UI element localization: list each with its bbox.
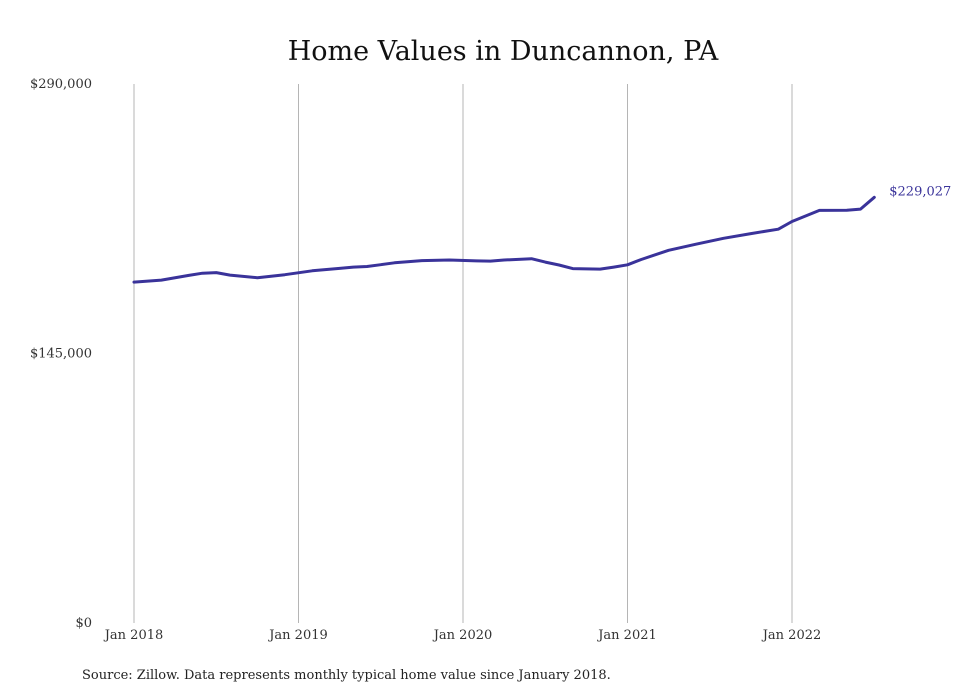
grid-lines xyxy=(133,84,793,623)
end-value-label: $229,027 xyxy=(889,184,951,199)
x-tick-label: Jan 2022 xyxy=(761,628,822,643)
y-tick-label: $290,000 xyxy=(30,77,92,92)
chart-title: Home Values in Duncannon, PA xyxy=(288,36,719,67)
y-tick-label: $0 xyxy=(75,616,92,631)
series-layer: $229,027 xyxy=(132,184,951,284)
x-tick-label: Jan 2020 xyxy=(432,628,493,643)
series-line xyxy=(132,195,876,284)
y-axis: $0 $145,000 $290,000 xyxy=(30,77,92,631)
x-tick-label: Jan 2018 xyxy=(103,628,164,643)
source-note: Source: Zillow. Data represents monthly … xyxy=(82,668,611,683)
x-tick-label: Jan 2019 xyxy=(267,628,328,643)
y-tick-label: $145,000 xyxy=(30,347,92,362)
x-axis: Jan 2018 Jan 2019 Jan 2020 Jan 2021 Jan 2022 xyxy=(103,628,822,643)
x-tick-label: Jan 2021 xyxy=(596,628,657,643)
